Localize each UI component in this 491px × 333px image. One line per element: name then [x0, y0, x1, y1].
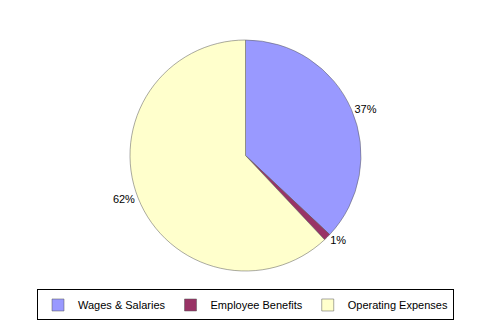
svg-text:Employee Benefits: Employee Benefits — [211, 299, 303, 311]
svg-text:37%: 37% — [355, 103, 377, 115]
svg-text:Operating Expenses: Operating Expenses — [348, 299, 448, 311]
svg-text:62%: 62% — [113, 193, 135, 205]
svg-text:Wages & Salaries: Wages & Salaries — [78, 299, 166, 311]
svg-text:1%: 1% — [330, 234, 346, 246]
